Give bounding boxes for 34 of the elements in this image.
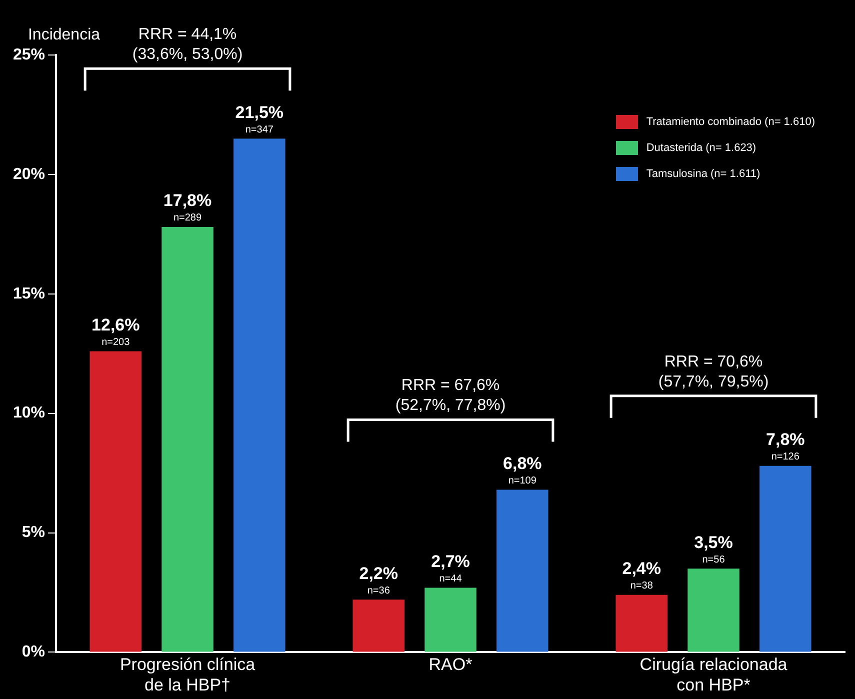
- x-tick-label: Cirugía relacionada con HBP*: [640, 655, 788, 694]
- bar: [352, 600, 405, 652]
- legend-label: Dutasterida (n= 1.623): [646, 142, 756, 154]
- y-tick-label: 10%: [12, 404, 46, 422]
- y-tick-label: 20%: [12, 166, 46, 183]
- bar: [90, 351, 142, 652]
- y-tick-label: 15%: [12, 285, 46, 302]
- bar: [496, 490, 548, 652]
- bar: [234, 138, 286, 652]
- y-tick-label: 25%: [12, 46, 46, 64]
- bar: [424, 588, 476, 652]
- data-label: 2,4% n=38: [622, 559, 661, 592]
- bar: [162, 226, 214, 652]
- legend-label: Tratamiento combinado (n= 1.610): [646, 116, 815, 128]
- data-label: 6,8% n=109: [503, 454, 542, 487]
- bar: [616, 594, 668, 652]
- annotation: RRR = 67,6% (52,7%, 77,8%): [395, 377, 506, 414]
- x-tick-label: RAO*: [428, 655, 473, 674]
- bar: [760, 466, 812, 652]
- x-tick-label: Progresión clínica de la HBP†: [120, 655, 256, 694]
- data-label: 17,8% n=289: [163, 191, 212, 224]
- legend-label: Tamsulosina (n= 1.611): [646, 168, 760, 180]
- data-label: 21,5% n=347: [235, 102, 284, 136]
- y-axis-title: Incidencia: [28, 26, 100, 44]
- data-label: 2,7% n=44: [431, 552, 470, 584]
- data-label: 2,2% n=36: [359, 564, 398, 596]
- y-tick-label: 0%: [22, 644, 46, 661]
- data-label: 12,6% n=203: [92, 315, 140, 348]
- data-label: 7,8% n=126: [766, 430, 805, 463]
- annotation: RRR = 70,6% (57,7%, 79,5%): [658, 353, 769, 390]
- y-tick-label: 5%: [22, 524, 46, 542]
- annotation: RRR = 44,1% (33,6%, 53,0%): [132, 26, 243, 64]
- data-label: 3,5% n=56: [694, 532, 733, 566]
- bar: [688, 568, 740, 652]
